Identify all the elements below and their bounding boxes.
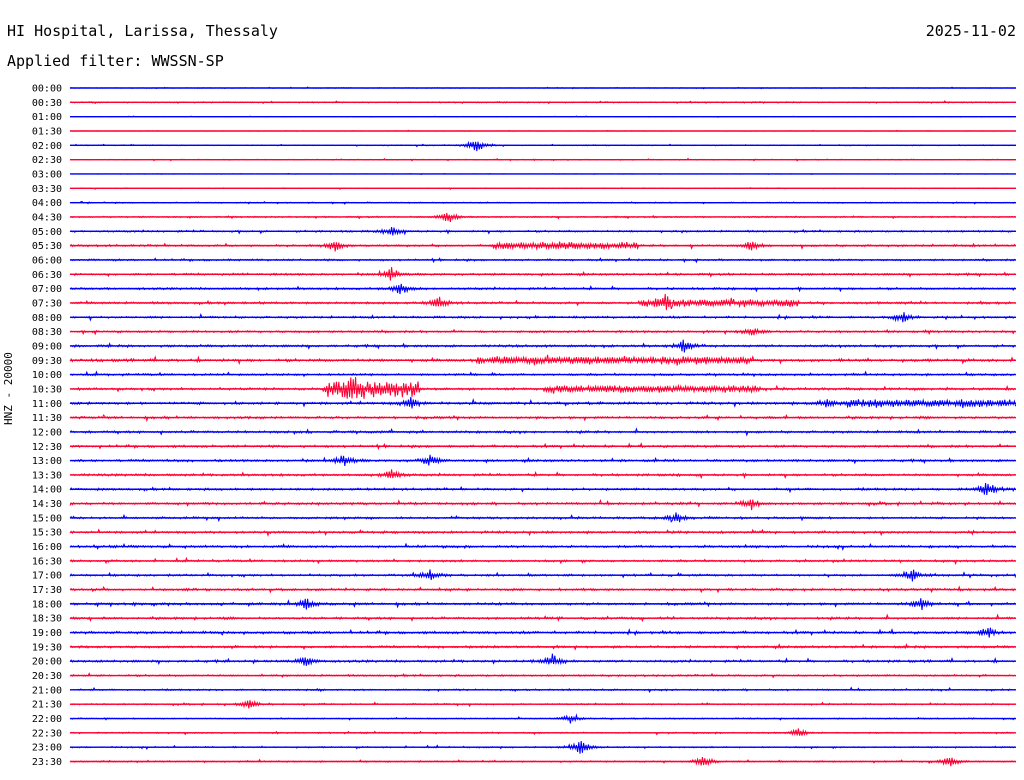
trace-line bbox=[69, 376, 1016, 399]
row-time-label: 13:00 bbox=[32, 456, 62, 467]
row-time-label: 14:30 bbox=[32, 499, 62, 510]
row-time-label: 19:00 bbox=[32, 628, 62, 639]
row-time-label: 21:30 bbox=[32, 700, 62, 711]
row-time-label: 09:30 bbox=[32, 356, 62, 367]
row-time-label: 16:30 bbox=[32, 556, 62, 567]
row-time-label: 15:30 bbox=[32, 528, 62, 539]
row-time-label: 11:00 bbox=[32, 399, 62, 410]
trace-line bbox=[69, 498, 1017, 511]
row-time-label: 22:30 bbox=[32, 728, 62, 739]
row-time-label: 22:00 bbox=[32, 714, 62, 725]
row-time-label: 05:00 bbox=[32, 227, 62, 238]
row-time-label: 19:30 bbox=[32, 642, 62, 653]
row-time-label: 21:00 bbox=[32, 685, 62, 696]
trace-line bbox=[69, 653, 1016, 666]
row-time-label: 20:30 bbox=[32, 671, 62, 682]
row-time-label: 05:30 bbox=[32, 241, 62, 252]
row-time-label: 17:30 bbox=[32, 585, 62, 596]
row-time-label: 18:30 bbox=[32, 614, 62, 625]
row-time-label: 16:00 bbox=[32, 542, 62, 553]
date-label: 2025-11-02 bbox=[925, 22, 1016, 40]
row-time-label: 08:30 bbox=[32, 327, 62, 338]
row-time-label: 12:00 bbox=[32, 427, 62, 438]
trace-line bbox=[69, 728, 1016, 737]
row-time-label: 14:00 bbox=[32, 485, 62, 496]
row-time-label: 07:30 bbox=[32, 298, 62, 309]
filter-label: Applied filter: WWSSN-SP bbox=[7, 52, 224, 70]
row-time-label: 06:30 bbox=[32, 270, 62, 281]
row-time-label: 13:30 bbox=[32, 470, 62, 481]
row-time-label: 00:30 bbox=[32, 98, 62, 109]
row-time-label: 12:30 bbox=[32, 442, 62, 453]
trace-line bbox=[69, 713, 1016, 724]
row-time-label: 02:30 bbox=[32, 155, 62, 166]
row-time-label: 04:30 bbox=[32, 212, 62, 223]
row-time-label: 18:00 bbox=[32, 599, 62, 610]
row-time-label: 09:00 bbox=[32, 341, 62, 352]
trace-line bbox=[69, 469, 1016, 480]
row-time-label: 01:30 bbox=[32, 126, 62, 137]
row-time-label: 17:00 bbox=[32, 571, 62, 582]
station-title: HI Hospital, Larissa, Thessaly bbox=[7, 22, 278, 40]
trace-line bbox=[69, 241, 1016, 252]
trace-line bbox=[69, 140, 1016, 152]
trace-line bbox=[69, 293, 1016, 311]
row-time-label: 23:30 bbox=[32, 757, 62, 768]
row-time-label: 06:00 bbox=[32, 255, 62, 266]
row-time-label: 11:30 bbox=[32, 413, 62, 424]
row-time-label: 01:00 bbox=[32, 112, 62, 123]
row-time-label: 07:00 bbox=[32, 284, 62, 295]
row-time-label: 00:00 bbox=[32, 84, 62, 95]
row-time-label: 03:30 bbox=[32, 184, 62, 195]
row-time-label: 23:00 bbox=[32, 743, 62, 754]
row-time-label: 10:30 bbox=[32, 384, 62, 395]
row-time-label: 04:00 bbox=[32, 198, 62, 209]
row-time-label: 10:00 bbox=[32, 370, 62, 381]
row-time-label: 02:00 bbox=[32, 141, 62, 152]
row-time-label: 15:00 bbox=[32, 513, 62, 524]
row-time-label: 08:00 bbox=[32, 313, 62, 324]
row-time-label: 20:00 bbox=[32, 657, 62, 668]
row-time-label: 03:00 bbox=[32, 169, 62, 180]
